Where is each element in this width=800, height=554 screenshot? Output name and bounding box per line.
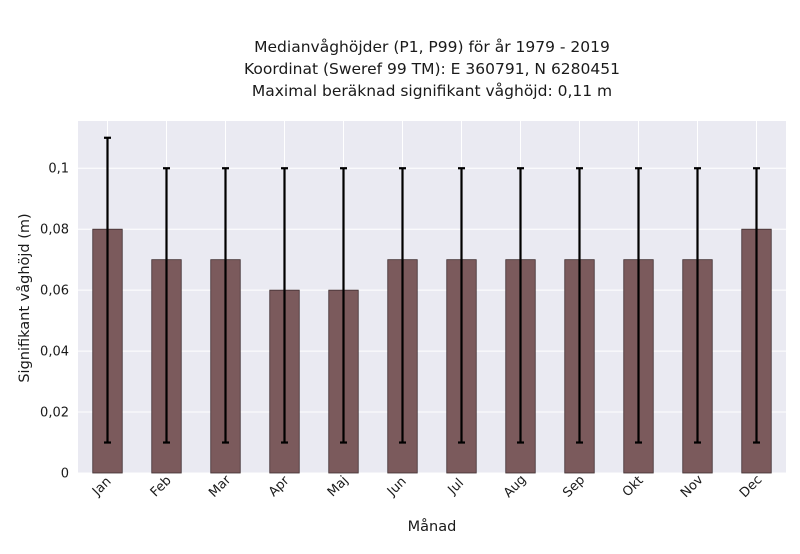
error-bar-jan — [104, 136, 111, 444]
error-bar-jun — [399, 167, 406, 444]
error-bar-sep — [576, 167, 583, 444]
error-bar-dec — [753, 167, 760, 444]
error-bar-aug — [517, 167, 524, 444]
x-tick-label: Sep — [560, 473, 588, 501]
x-tick-label: Aug — [501, 472, 530, 501]
x-tick-label: Feb — [148, 473, 175, 500]
x-tick-label: Dec — [737, 472, 765, 500]
y-tick-labels: 0 0,02 0,04 0,06 0,08 0,1 — [40, 162, 69, 482]
x-tick-label: Jun — [384, 474, 410, 500]
x-tick-label: Maj — [325, 473, 352, 500]
y-tick-label: 0,02 — [40, 406, 69, 421]
error-bar-maj — [340, 167, 347, 444]
y-tick-label: 0,04 — [40, 345, 69, 360]
chart-title-line-1: Medianvåghöjder (P1, P99) för år 1979 - … — [254, 38, 610, 56]
error-bars — [104, 136, 760, 444]
error-bar-jul — [458, 167, 465, 444]
x-tick-label: Okt — [620, 473, 647, 500]
chart-title-line-3: Maximal beräknad signifikant våghöjd: 0,… — [252, 82, 612, 100]
y-axis-label: Signifikant våghöjd (m) — [16, 213, 33, 382]
x-tick-label: Mar — [206, 472, 234, 500]
y-tick-label: 0 — [61, 467, 69, 482]
error-bar-nov — [694, 167, 701, 444]
y-tick-label: 0,08 — [40, 223, 69, 238]
x-axis-label: Månad — [408, 518, 457, 535]
x-tick-labels: Jan Feb Mar Apr Maj Jun Jul Aug Sep Okt Nov Dec — [89, 472, 765, 501]
error-bar-mar — [222, 167, 229, 444]
plot-area — [78, 121, 786, 473]
chart-title-line-2: Koordinat (Sweref 99 TM): E 360791, N 62… — [244, 60, 620, 78]
y-tick-label: 0,1 — [48, 162, 69, 177]
x-tick-label: Jan — [89, 474, 114, 499]
error-bar-feb — [163, 167, 170, 444]
x-tick-label: Jul — [445, 476, 467, 498]
error-bar-apr — [281, 167, 288, 444]
error-bar-okt — [635, 167, 642, 444]
x-tick-label: Apr — [266, 473, 293, 500]
y-tick-label: 0,06 — [40, 284, 69, 299]
x-tick-label: Nov — [678, 472, 707, 501]
